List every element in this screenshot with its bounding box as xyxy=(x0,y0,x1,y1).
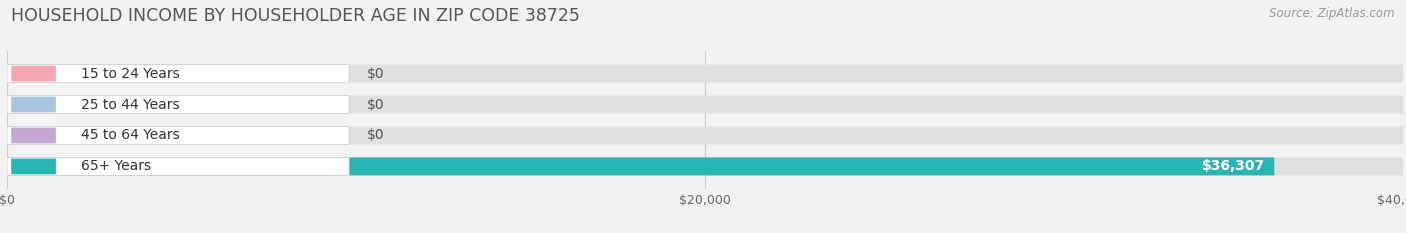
FancyBboxPatch shape xyxy=(11,97,56,112)
FancyBboxPatch shape xyxy=(7,158,1403,175)
Text: 25 to 44 Years: 25 to 44 Years xyxy=(82,98,180,112)
Text: $0: $0 xyxy=(367,128,385,142)
FancyBboxPatch shape xyxy=(7,158,349,175)
FancyBboxPatch shape xyxy=(7,65,1403,82)
Text: HOUSEHOLD INCOME BY HOUSEHOLDER AGE IN ZIP CODE 38725: HOUSEHOLD INCOME BY HOUSEHOLDER AGE IN Z… xyxy=(11,7,581,25)
FancyBboxPatch shape xyxy=(11,128,56,143)
Text: 45 to 64 Years: 45 to 64 Years xyxy=(82,128,180,142)
FancyBboxPatch shape xyxy=(7,65,349,82)
FancyBboxPatch shape xyxy=(7,158,1274,175)
FancyBboxPatch shape xyxy=(7,96,1403,113)
Text: $0: $0 xyxy=(367,67,385,81)
FancyBboxPatch shape xyxy=(7,127,349,144)
FancyBboxPatch shape xyxy=(7,96,349,113)
Text: Source: ZipAtlas.com: Source: ZipAtlas.com xyxy=(1270,7,1395,20)
FancyBboxPatch shape xyxy=(11,158,56,174)
FancyBboxPatch shape xyxy=(7,127,1403,144)
FancyBboxPatch shape xyxy=(11,66,56,82)
Text: $0: $0 xyxy=(367,98,385,112)
Text: $36,307: $36,307 xyxy=(1201,159,1264,173)
Text: 65+ Years: 65+ Years xyxy=(82,159,152,173)
Text: 15 to 24 Years: 15 to 24 Years xyxy=(82,67,180,81)
